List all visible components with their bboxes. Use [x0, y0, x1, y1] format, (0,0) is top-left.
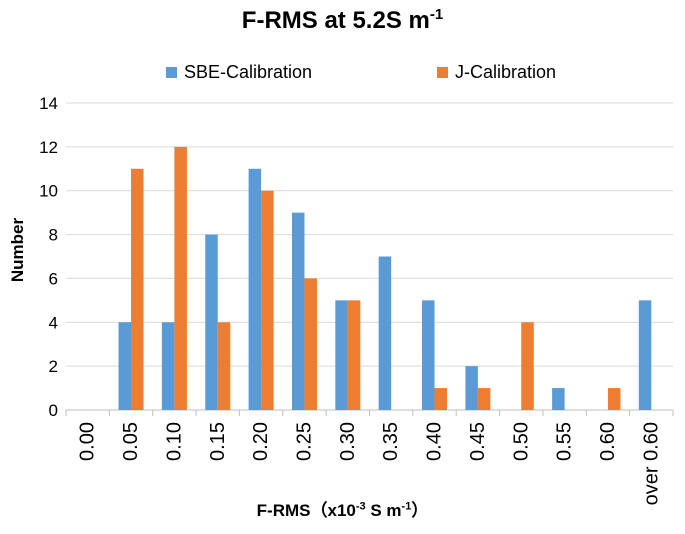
x-tick-label: 0.20 — [250, 422, 272, 461]
bar-j-4 — [261, 190, 274, 410]
legend-swatch-j — [437, 67, 448, 78]
bar-sbe-3 — [205, 234, 218, 410]
x-tick-label: 0.10 — [163, 422, 185, 461]
y-tick-label: 6 — [49, 269, 58, 288]
legend-item-sbe: SBE-Calibration — [166, 62, 312, 83]
legend-swatch-sbe — [166, 67, 177, 78]
x-tick-label: over 0.60 — [640, 422, 662, 505]
x-tick-label: 0.25 — [293, 422, 315, 461]
bar-j-8 — [434, 388, 448, 410]
bar-sbe-11 — [552, 388, 565, 410]
bar-j-9 — [477, 388, 491, 410]
y-tick-label: 14 — [39, 94, 58, 113]
bar-sbe-4 — [248, 168, 262, 410]
x-tick-label: 0.35 — [380, 422, 402, 461]
x-tick-label: 0.45 — [467, 422, 489, 461]
bar-j-2 — [174, 146, 187, 410]
bar-sbe-9 — [465, 366, 478, 410]
bar-sbe-2 — [161, 322, 175, 410]
x-tick-label: 0.50 — [510, 422, 532, 461]
bar-j-12 — [607, 388, 621, 410]
bar-sbe-13 — [638, 300, 652, 410]
y-tick-label: 4 — [49, 313, 58, 332]
x-tick-label: 0.00 — [77, 422, 99, 461]
bar-j-5 — [304, 278, 317, 410]
y-tick-label: 0 — [49, 401, 58, 420]
bar-j-3 — [217, 322, 231, 410]
y-tick-label: 12 — [39, 138, 58, 157]
bar-sbe-1 — [118, 322, 132, 410]
x-tick-label: 0.55 — [554, 422, 576, 461]
legend-label-sbe: SBE-Calibration — [184, 62, 313, 82]
bar-sbe-5 — [291, 212, 305, 410]
bar-j-1 — [131, 168, 144, 410]
x-tick-label: 0.40 — [424, 422, 446, 461]
chart-title: F-RMS at 5.2S m-1 — [241, 6, 444, 34]
bar-sbe-6 — [335, 300, 348, 410]
bar-j-6 — [347, 300, 361, 410]
bar-sbe-7 — [378, 256, 392, 410]
x-tick-label: 0.05 — [120, 422, 142, 461]
x-tick-label: 0.15 — [207, 422, 229, 461]
x-tick-label: 0.60 — [597, 422, 619, 461]
y-tick-label: 2 — [49, 357, 58, 376]
y-tick-label: 8 — [49, 226, 58, 245]
bar-sbe-8 — [422, 300, 435, 410]
y-tick-label: 10 — [39, 182, 58, 201]
legend-label-j: J-Calibration — [455, 62, 557, 82]
bar-j-10 — [521, 322, 534, 410]
x-axis-label: F-RMS（x10-3 S m-1） — [256, 500, 429, 520]
legend-item-j: J-Calibration — [437, 62, 556, 83]
x-tick-label: 0.30 — [337, 422, 359, 461]
